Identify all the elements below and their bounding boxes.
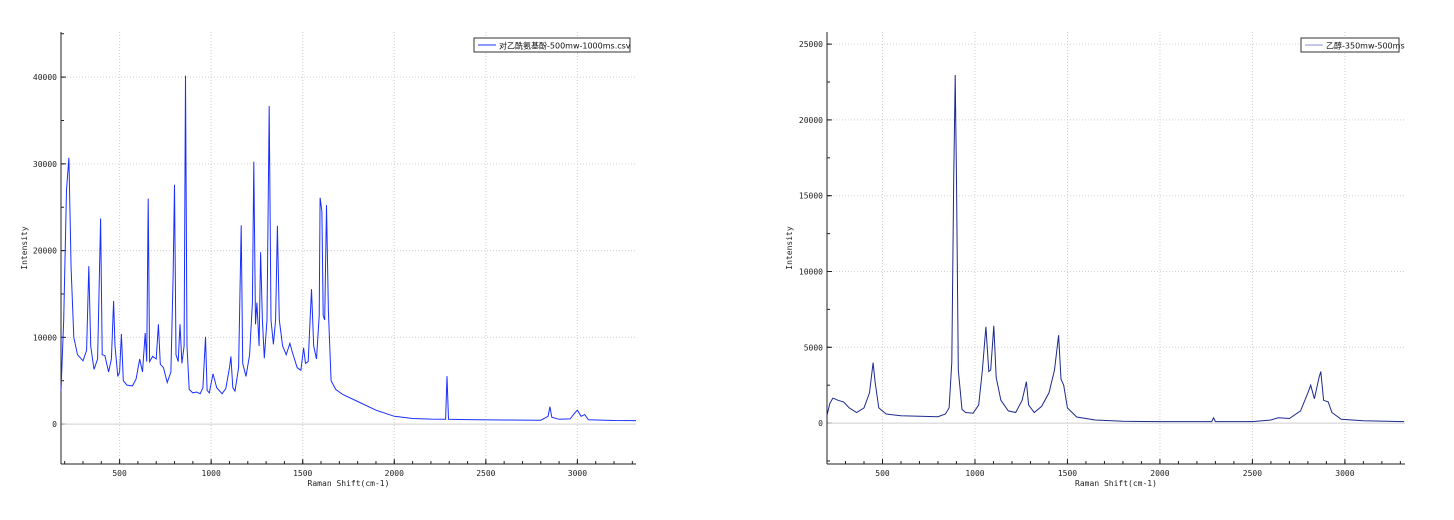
y-tick-label: 20000 (33, 247, 57, 256)
legend-label: 乙醇-350mw-500ms (1326, 41, 1405, 51)
x-tick-label: 2500 (1243, 469, 1262, 478)
y-tick-label: 15000 (799, 192, 823, 201)
series (60, 75, 637, 422)
x-tick-label: 1000 (965, 469, 984, 478)
legend: 乙醇-350mw-500ms (1300, 37, 1405, 53)
y-tick-label: 25000 (799, 40, 823, 49)
y-tick-label: 30000 (33, 160, 57, 169)
x-tick-label: 500 (875, 469, 890, 478)
y-tick-label: 0 (52, 420, 57, 429)
x-tick-label: 3000 (568, 469, 587, 478)
y-tick-label: 10000 (33, 333, 57, 342)
series-line (826, 74, 1405, 423)
series-line (60, 75, 637, 422)
x-tick-label: 1000 (202, 469, 221, 478)
x-tick-label: 3000 (1335, 469, 1354, 478)
y-tick-label: 10000 (799, 267, 823, 276)
x-tick-label: 1500 (293, 469, 312, 478)
x-axis-label: Raman Shift(cm-1) (308, 479, 390, 488)
legend-label: 对乙酰氨基酚-500mw-1000ms.csv (499, 41, 631, 51)
x-tick-label: 2500 (476, 469, 495, 478)
chart-1: 500 1000 1500 2000 2500 300001000020000300004… (20, 32, 637, 488)
x-axis-label: Raman Shift(cm-1) (1075, 479, 1157, 488)
x-tick-label: 1500 (1058, 469, 1077, 478)
y-tick-label: 20000 (799, 116, 823, 125)
legend: 对乙酰氨基酚-500mw-1000ms.csv (473, 37, 631, 53)
y-tick-label: 40000 (33, 73, 57, 82)
y-tick-label: 0 (818, 419, 823, 428)
y-tick-label: 5000 (804, 343, 823, 352)
series (826, 74, 1405, 423)
legend-box (473, 37, 631, 53)
legend-box (1300, 37, 1400, 53)
x-tick-label: 2000 (1150, 469, 1169, 478)
y-axis-label: Intensity (785, 226, 794, 270)
chart-2: 500 1000 1500 2000 2500 3000 0 5000 10000 15000 20… (785, 32, 1405, 488)
x-tick-label: 500 (112, 469, 127, 478)
y-axis-label: Intensity (20, 226, 29, 270)
x-tick-label: 2000 (385, 469, 404, 478)
